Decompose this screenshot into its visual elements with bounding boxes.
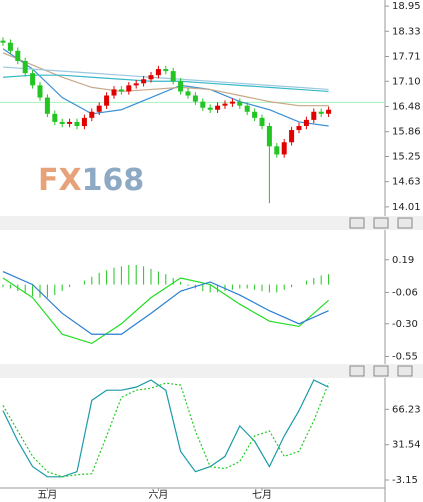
minimize-button[interactable] [349,365,365,377]
candle-body [67,121,73,124]
candle-body [89,111,95,118]
y-tick-label: 17.10 [392,76,421,87]
candle-body [22,60,28,74]
restore-button[interactable] [373,217,389,229]
close-button[interactable] [397,365,413,377]
candle-body [266,125,272,147]
line-series [2,66,329,91]
line-series [2,270,329,335]
candle-body [237,101,243,106]
candle-body [200,101,206,108]
candle-body [118,89,124,92]
y-tick-label: 18.95 [392,1,421,12]
candle-body [296,125,302,131]
y-tick-label: 15.86 [392,127,421,138]
y-tick-label: -0.55 [392,351,418,362]
y-tick-label: 14.01 [392,202,421,213]
y-tick-label: -0.06 [392,287,418,298]
candle-body [311,111,317,120]
candle-body [7,42,13,51]
minimize-button[interactable] [349,217,365,229]
restore-button[interactable] [373,365,389,377]
candle-body [170,71,176,82]
x-tick-label: 六月 [148,489,168,501]
y-tick-label: 66.23 [392,404,421,415]
candle-body [274,146,280,155]
candle-body [155,69,161,76]
line-series [2,277,329,345]
x-tick-label: 五月 [37,489,57,501]
candle-body [207,107,213,110]
candle-body [37,85,43,98]
y-tick-label: 14.63 [392,177,421,188]
candle-body [15,50,21,61]
candle-body [252,111,258,118]
candle-body [30,73,36,86]
candle-body [185,91,191,96]
watermark-suffix: 168 [82,163,145,198]
line-series [2,379,329,478]
candle-body [111,89,117,96]
candle-body [281,142,287,155]
candle-body [96,105,102,112]
candle-body [81,117,87,126]
candle-body [303,119,309,126]
y-tick-label: -0.30 [392,319,418,330]
candle-body [178,81,184,92]
y-tick-label: 17.71 [392,51,421,62]
panel-bar [0,216,423,230]
line-series [2,382,330,478]
line-series [2,74,329,93]
y-tick-label: 15.25 [392,151,421,162]
y-tick-label: 16.48 [392,101,421,112]
candle-body [0,40,6,43]
watermark: FX168 [38,163,144,198]
x-tick-label: 七月 [252,489,272,501]
candle-body [289,130,295,143]
y-tick-label: -3.15 [392,475,418,486]
panel-bar [0,364,423,378]
y-tick-label: 0.19 [392,255,414,266]
candle-body [104,95,110,106]
candle-body [229,101,235,104]
candle-body [52,113,58,122]
line-series [2,48,329,127]
candle-body [163,69,169,72]
candle-body [318,111,324,114]
candle-body [215,105,221,110]
candle-body [74,121,80,126]
line-series [2,52,329,107]
candle-body [59,121,65,124]
candle-body [133,83,139,86]
y-tick-label: 18.33 [392,26,421,37]
candle-body [259,117,265,126]
candle-body [148,75,154,80]
candle-body [44,97,50,114]
candle-body [244,105,250,112]
candle-body [326,109,332,114]
y-tick-label: 31.54 [392,440,421,451]
close-button[interactable] [397,217,413,229]
candle-body [126,85,132,92]
candle-body [222,103,228,106]
candle-body [141,79,147,84]
candle-body [192,95,198,102]
watermark-prefix: FX [38,163,82,198]
